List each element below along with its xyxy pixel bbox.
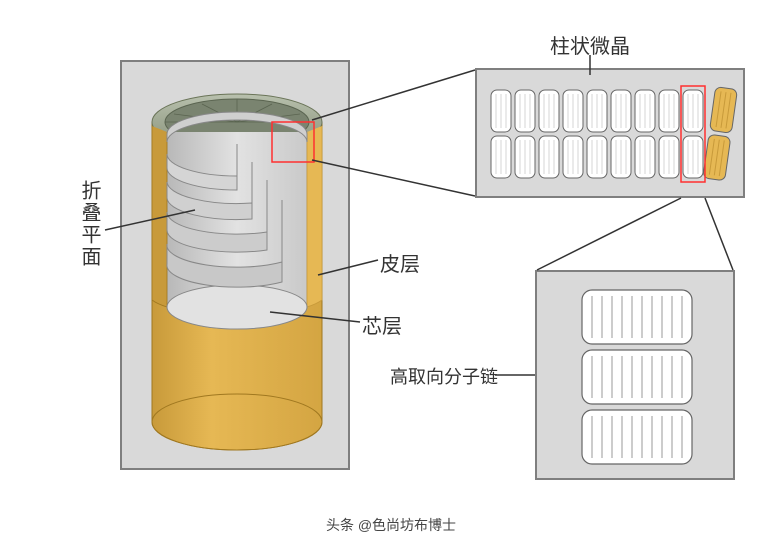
label-core-layer: 芯层 xyxy=(362,310,402,339)
left-panel xyxy=(120,60,350,470)
label-columnar-crystal: 柱状微晶 xyxy=(550,30,630,59)
label-fold-plane: 折叠平面 xyxy=(75,180,104,268)
top-right-panel xyxy=(475,68,745,198)
label-oriented-chain: 高取向分子链 xyxy=(390,363,498,389)
watermark: 头条 @色尚坊布博士 xyxy=(326,515,456,535)
bottom-right-panel xyxy=(535,270,735,480)
label-skin-layer: 皮层 xyxy=(380,248,420,277)
